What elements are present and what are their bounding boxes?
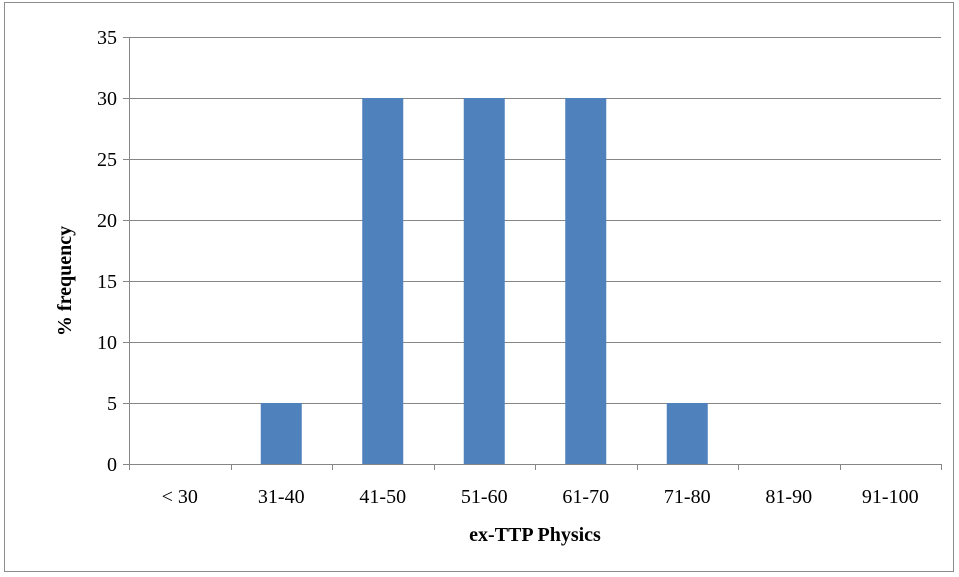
x-tick-label: 51-60 <box>461 486 508 508</box>
y-tick-label: 15 <box>97 271 117 293</box>
x-tick-label: < 30 <box>162 486 198 508</box>
x-axis-title: ex-TTP Physics <box>469 524 601 546</box>
x-tick-label: 41-50 <box>359 486 406 508</box>
gridlines <box>129 37 941 404</box>
bar-2 <box>260 403 302 464</box>
x-tick-label: 71-80 <box>664 486 711 508</box>
y-tick-label: 20 <box>97 210 117 232</box>
bar-6 <box>666 403 708 464</box>
bar-3 <box>362 98 404 464</box>
y-tick-label: 30 <box>97 88 117 110</box>
y-axis-title: % frequency <box>54 226 76 336</box>
axes <box>123 37 942 470</box>
x-tick-labels: < 30 31-40 41-50 51-60 61-70 71-80 81-90 91-100 <box>162 486 919 508</box>
bar-5 <box>565 98 607 464</box>
y-tick-label: 0 <box>107 454 117 476</box>
bar-4 <box>463 98 505 464</box>
y-tick-label: 25 <box>97 149 117 171</box>
x-tick-label: 91-100 <box>862 486 919 508</box>
y-tick-label: 35 <box>97 27 117 49</box>
bars <box>260 98 708 464</box>
x-tick-label: 31-40 <box>258 486 305 508</box>
y-tick-labels: 0 5 10 15 20 25 30 35 <box>97 27 117 476</box>
y-tick-label: 10 <box>97 332 117 354</box>
x-tick-label: 61-70 <box>562 486 609 508</box>
y-tick-label: 5 <box>107 393 117 415</box>
x-tick-label: 81-90 <box>765 486 812 508</box>
